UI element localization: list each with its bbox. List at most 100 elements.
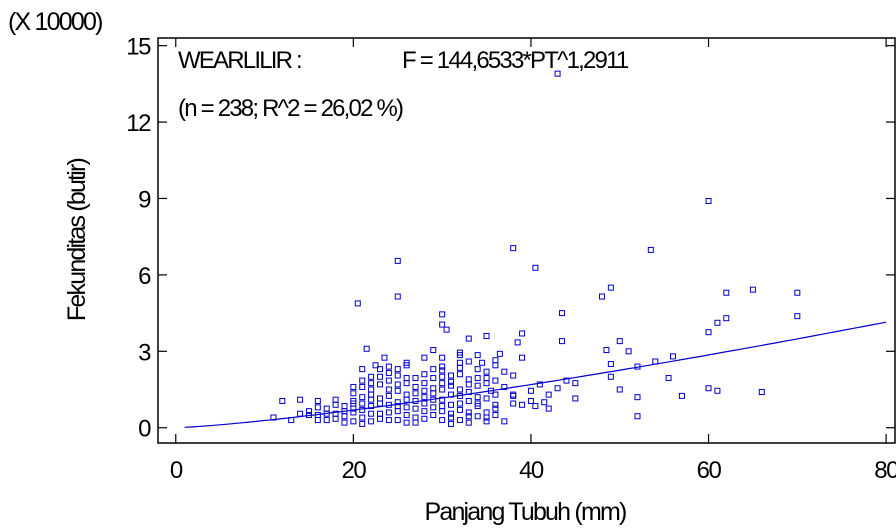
data-point bbox=[403, 362, 410, 369]
data-point bbox=[714, 319, 721, 326]
data-point bbox=[394, 366, 401, 373]
data-point bbox=[496, 350, 503, 357]
x-axis-ticks: 0 20 40 60 80 bbox=[170, 38, 896, 484]
data-point bbox=[421, 354, 428, 361]
data-point bbox=[376, 395, 383, 402]
data-point bbox=[359, 420, 366, 427]
data-point bbox=[439, 380, 446, 387]
data-point bbox=[368, 373, 375, 380]
data-point bbox=[359, 377, 366, 384]
data-point bbox=[385, 392, 392, 399]
data-point bbox=[305, 408, 312, 415]
data-point bbox=[359, 400, 366, 407]
data-point bbox=[439, 386, 446, 393]
data-point bbox=[421, 408, 428, 415]
data-point bbox=[598, 293, 605, 300]
data-point bbox=[403, 375, 410, 382]
y-multiplier-label: (X 10000) bbox=[8, 8, 102, 36]
y-tick-label: 9 bbox=[138, 186, 151, 213]
data-point bbox=[483, 418, 490, 425]
data-point bbox=[412, 397, 419, 404]
data-point bbox=[394, 399, 401, 406]
data-point bbox=[332, 410, 339, 417]
data-point bbox=[519, 354, 526, 361]
data-point bbox=[607, 284, 614, 291]
data-point bbox=[483, 380, 490, 387]
data-point bbox=[368, 380, 375, 387]
data-point bbox=[430, 404, 437, 411]
data-point bbox=[341, 419, 348, 426]
data-point bbox=[354, 300, 361, 307]
x-tick-label: 20 bbox=[341, 457, 366, 484]
data-point bbox=[723, 315, 730, 322]
data-point bbox=[456, 392, 463, 399]
data-point bbox=[350, 405, 357, 412]
data-point bbox=[532, 403, 539, 410]
data-point bbox=[288, 417, 295, 424]
data-point bbox=[465, 376, 472, 383]
x-axis-title: Panjang Tubuh (mm) bbox=[424, 498, 626, 526]
data-point bbox=[439, 396, 446, 403]
data-point bbox=[474, 375, 481, 382]
x-tick-label: 40 bbox=[519, 457, 544, 484]
data-point bbox=[510, 400, 517, 407]
data-point bbox=[448, 378, 455, 385]
data-point bbox=[332, 401, 339, 408]
data-point bbox=[474, 400, 481, 407]
data-point bbox=[456, 417, 463, 424]
data-point bbox=[652, 358, 659, 365]
y-tick-label: 0 bbox=[138, 416, 151, 443]
data-point bbox=[572, 395, 579, 402]
x-tick-label: 0 bbox=[170, 457, 183, 484]
data-point bbox=[479, 359, 486, 366]
data-point bbox=[368, 403, 375, 410]
data-point bbox=[514, 339, 521, 346]
data-point bbox=[474, 413, 481, 420]
data-point bbox=[412, 405, 419, 412]
data-point bbox=[563, 377, 570, 384]
data-point bbox=[510, 245, 517, 252]
data-point bbox=[647, 246, 654, 253]
data-point bbox=[465, 419, 472, 426]
data-point bbox=[510, 372, 517, 379]
data-point bbox=[430, 375, 437, 382]
data-point bbox=[501, 383, 508, 390]
data-point bbox=[430, 347, 437, 354]
data-point bbox=[510, 391, 517, 398]
data-point bbox=[376, 410, 383, 417]
data-point bbox=[314, 397, 321, 404]
data-point bbox=[474, 394, 481, 401]
data-point bbox=[678, 392, 685, 399]
data-point bbox=[385, 363, 392, 370]
data-point bbox=[350, 418, 357, 425]
data-point bbox=[297, 410, 304, 417]
data-point bbox=[412, 414, 419, 421]
data-point bbox=[559, 338, 566, 345]
data-point bbox=[723, 289, 730, 296]
data-point bbox=[381, 354, 388, 361]
data-point bbox=[412, 375, 419, 382]
data-point bbox=[350, 390, 357, 397]
data-point bbox=[670, 353, 677, 360]
data-point bbox=[403, 404, 410, 411]
data-point bbox=[403, 396, 410, 403]
data-point bbox=[492, 411, 499, 418]
data-point bbox=[376, 400, 383, 407]
data-point bbox=[456, 364, 463, 371]
data-point bbox=[421, 371, 428, 378]
data-point bbox=[341, 403, 348, 410]
data-point bbox=[474, 382, 481, 389]
data-point bbox=[385, 417, 392, 424]
data-point bbox=[270, 414, 277, 421]
data-point bbox=[456, 371, 463, 378]
data-point bbox=[465, 413, 472, 420]
data-point bbox=[532, 264, 539, 271]
data-point bbox=[430, 385, 437, 392]
data-point bbox=[439, 354, 446, 361]
data-point bbox=[412, 419, 419, 426]
data-point bbox=[625, 348, 632, 355]
data-point bbox=[359, 366, 366, 373]
data-point bbox=[749, 286, 756, 293]
data-point bbox=[439, 408, 446, 415]
